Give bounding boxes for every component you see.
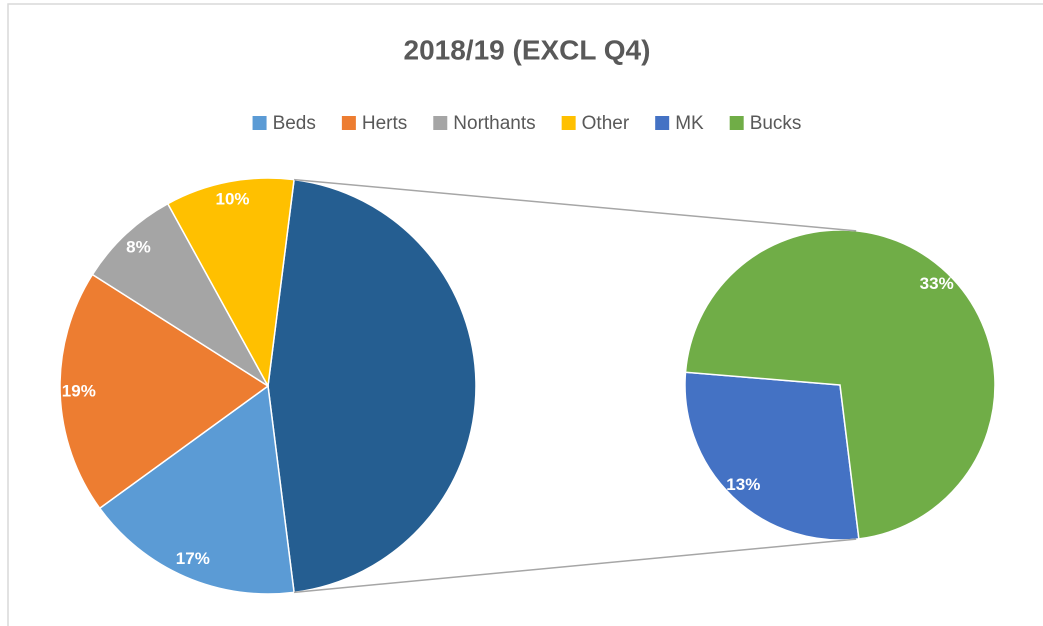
legend-label: Herts bbox=[362, 113, 407, 134]
combined-slice bbox=[267, 178, 477, 594]
pie-slice bbox=[166, 177, 295, 389]
data-label: 19% bbox=[62, 381, 96, 400]
secondary-slice bbox=[684, 229, 996, 540]
data-label: 13% bbox=[726, 475, 760, 494]
legend-label: Bucks bbox=[750, 113, 802, 134]
connector-line bbox=[293, 538, 857, 594]
data-label: 8% bbox=[126, 238, 151, 257]
legend-swatch bbox=[433, 116, 448, 130]
legend-label: Beds bbox=[273, 113, 316, 134]
legend-swatch bbox=[252, 116, 267, 130]
chart-title: 2018/19 (EXCL Q4) bbox=[404, 34, 651, 65]
legend: Beds Herts Northants Other MK Bucks bbox=[252, 113, 802, 134]
data-label: 33% bbox=[920, 274, 954, 293]
legend-swatch bbox=[341, 116, 356, 130]
connector-line bbox=[294, 178, 857, 232]
data-label: 17% bbox=[176, 549, 210, 568]
legend-label: Northants bbox=[453, 113, 535, 134]
pie-slice bbox=[59, 273, 270, 510]
secondary-slice bbox=[684, 371, 860, 541]
legend-label: Other bbox=[582, 113, 630, 134]
legend-swatch bbox=[561, 116, 576, 130]
pie-slice bbox=[91, 202, 269, 387]
legend-label: MK bbox=[675, 113, 704, 134]
pie-slice bbox=[98, 384, 295, 595]
legend-swatch bbox=[729, 116, 744, 130]
legend-swatch bbox=[655, 116, 670, 130]
data-label: 10% bbox=[216, 190, 250, 209]
